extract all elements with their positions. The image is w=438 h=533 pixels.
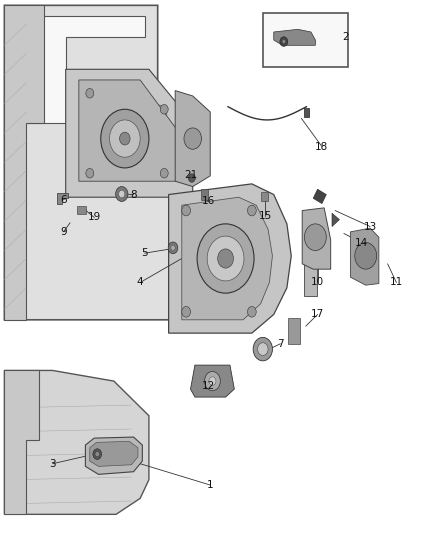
Polygon shape	[85, 437, 142, 474]
Text: 8: 8	[130, 190, 137, 199]
Bar	[263, 13, 348, 67]
Text: 18: 18	[315, 142, 328, 151]
Polygon shape	[302, 208, 331, 269]
Polygon shape	[332, 213, 339, 227]
Circle shape	[280, 37, 288, 46]
Circle shape	[86, 88, 94, 98]
Text: 16: 16	[201, 197, 215, 206]
Polygon shape	[4, 370, 39, 514]
Circle shape	[247, 306, 256, 317]
Polygon shape	[274, 29, 315, 45]
Circle shape	[168, 242, 178, 254]
Circle shape	[258, 343, 268, 356]
Text: 13: 13	[364, 222, 377, 231]
Circle shape	[101, 109, 149, 168]
Polygon shape	[4, 370, 149, 514]
Circle shape	[116, 187, 128, 201]
Polygon shape	[350, 228, 379, 285]
Text: 14: 14	[355, 238, 368, 247]
Text: 2: 2	[343, 33, 350, 42]
Circle shape	[110, 120, 140, 157]
Text: 6: 6	[60, 195, 67, 205]
Bar	[77, 206, 86, 214]
Circle shape	[182, 306, 191, 317]
Bar	[201, 189, 208, 200]
Polygon shape	[169, 184, 291, 333]
Circle shape	[119, 190, 125, 198]
Circle shape	[93, 449, 102, 459]
Circle shape	[218, 249, 233, 268]
Polygon shape	[22, 16, 145, 123]
Circle shape	[171, 245, 175, 251]
Circle shape	[160, 104, 168, 114]
Circle shape	[86, 168, 94, 178]
Circle shape	[355, 243, 377, 269]
Polygon shape	[182, 197, 272, 320]
Circle shape	[209, 377, 216, 385]
Polygon shape	[304, 108, 309, 117]
Circle shape	[120, 132, 130, 145]
Text: 17: 17	[311, 310, 324, 319]
Text: 12: 12	[201, 382, 215, 391]
Polygon shape	[79, 80, 180, 181]
Polygon shape	[57, 193, 68, 204]
Text: 19: 19	[88, 213, 101, 222]
Circle shape	[282, 39, 286, 44]
Circle shape	[182, 205, 191, 216]
Polygon shape	[191, 365, 234, 397]
Text: 11: 11	[390, 278, 403, 287]
Bar	[288, 318, 300, 344]
Bar	[304, 243, 317, 296]
Text: 5: 5	[141, 248, 148, 258]
Text: 1: 1	[207, 480, 214, 490]
Polygon shape	[4, 5, 219, 320]
Polygon shape	[175, 91, 210, 187]
Polygon shape	[313, 189, 326, 204]
Polygon shape	[90, 441, 138, 466]
Text: 4: 4	[137, 278, 144, 287]
Polygon shape	[4, 5, 44, 320]
Text: 15: 15	[258, 211, 272, 221]
Circle shape	[160, 168, 168, 178]
Text: 21: 21	[184, 170, 197, 180]
Polygon shape	[66, 69, 193, 197]
Circle shape	[197, 224, 254, 293]
Bar	[261, 192, 268, 201]
Text: 10: 10	[311, 278, 324, 287]
Circle shape	[205, 372, 220, 391]
Circle shape	[207, 236, 244, 281]
Circle shape	[253, 337, 272, 361]
Text: 7: 7	[277, 339, 284, 349]
Circle shape	[188, 174, 195, 182]
Text: 9: 9	[60, 227, 67, 237]
Circle shape	[247, 205, 256, 216]
Circle shape	[95, 451, 99, 457]
Circle shape	[184, 128, 201, 149]
Text: 3: 3	[49, 459, 56, 469]
Circle shape	[304, 224, 326, 251]
